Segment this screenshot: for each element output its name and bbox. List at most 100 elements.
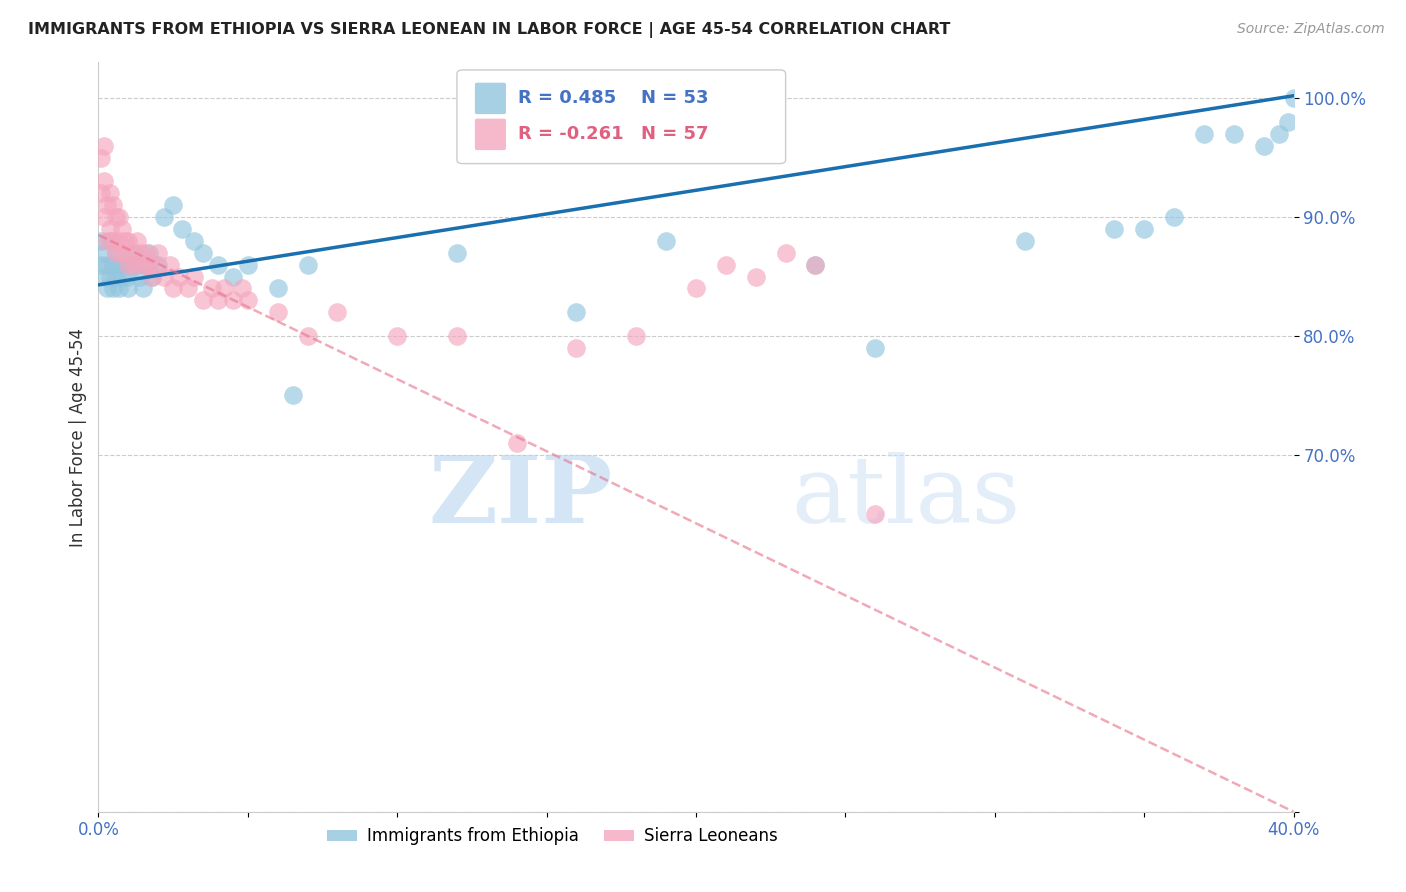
Point bbox=[108, 210, 131, 224]
Point bbox=[222, 269, 245, 284]
Point bbox=[385, 329, 409, 343]
Point bbox=[153, 269, 176, 284]
Point bbox=[105, 245, 128, 260]
Point bbox=[124, 258, 146, 272]
Point bbox=[565, 305, 588, 319]
Point bbox=[124, 245, 146, 260]
Y-axis label: In Labor Force | Age 45-54: In Labor Force | Age 45-54 bbox=[69, 327, 87, 547]
Point bbox=[1104, 222, 1126, 236]
Point bbox=[96, 281, 118, 295]
Point bbox=[98, 222, 122, 236]
Point bbox=[191, 293, 214, 308]
Point bbox=[129, 245, 152, 260]
Point bbox=[103, 198, 125, 212]
Point bbox=[135, 258, 157, 272]
Point bbox=[281, 388, 304, 402]
Point bbox=[1133, 222, 1156, 236]
Point bbox=[105, 269, 128, 284]
Point bbox=[153, 210, 176, 224]
Point bbox=[212, 281, 235, 295]
Point bbox=[93, 269, 115, 284]
Point bbox=[183, 269, 205, 284]
Point bbox=[148, 245, 170, 260]
Point bbox=[297, 258, 319, 272]
Point bbox=[129, 269, 152, 284]
Point bbox=[865, 508, 887, 522]
Text: N = 53: N = 53 bbox=[641, 89, 709, 107]
Point bbox=[655, 234, 678, 248]
Point bbox=[201, 281, 224, 295]
Point bbox=[98, 234, 122, 248]
Point bbox=[1277, 115, 1299, 129]
Text: IMMIGRANTS FROM ETHIOPIA VS SIERRA LEONEAN IN LABOR FORCE | AGE 45-54 CORRELATIO: IMMIGRANTS FROM ETHIOPIA VS SIERRA LEONE… bbox=[28, 22, 950, 38]
Point bbox=[143, 258, 166, 272]
Point bbox=[745, 269, 768, 284]
Point bbox=[231, 281, 253, 295]
Point bbox=[103, 258, 125, 272]
Point bbox=[207, 258, 229, 272]
Point bbox=[111, 269, 134, 284]
Point bbox=[132, 258, 155, 272]
FancyBboxPatch shape bbox=[457, 70, 786, 163]
Point bbox=[775, 245, 797, 260]
Point bbox=[132, 281, 155, 295]
Point bbox=[1223, 127, 1246, 141]
Text: atlas: atlas bbox=[792, 452, 1021, 542]
FancyBboxPatch shape bbox=[475, 119, 506, 150]
Point bbox=[446, 245, 468, 260]
Point bbox=[93, 138, 115, 153]
Text: R = 0.485: R = 0.485 bbox=[517, 89, 616, 107]
Text: N = 57: N = 57 bbox=[641, 126, 709, 144]
Point bbox=[1282, 91, 1305, 105]
Point bbox=[138, 245, 160, 260]
Point bbox=[111, 245, 134, 260]
Point bbox=[207, 293, 229, 308]
Point bbox=[93, 210, 115, 224]
Point bbox=[120, 245, 142, 260]
Point bbox=[685, 281, 707, 295]
Legend: Immigrants from Ethiopia, Sierra Leoneans: Immigrants from Ethiopia, Sierra Leonean… bbox=[321, 821, 785, 852]
Point bbox=[297, 329, 319, 343]
Point bbox=[108, 281, 131, 295]
Text: ZIP: ZIP bbox=[427, 452, 613, 542]
Point bbox=[98, 269, 122, 284]
Point bbox=[162, 281, 184, 295]
Point bbox=[1014, 234, 1036, 248]
Point bbox=[108, 234, 131, 248]
Point bbox=[96, 234, 118, 248]
Point bbox=[120, 258, 142, 272]
Point bbox=[172, 222, 194, 236]
Point bbox=[90, 258, 112, 272]
Point bbox=[191, 245, 214, 260]
FancyBboxPatch shape bbox=[475, 83, 506, 114]
Point bbox=[96, 258, 118, 272]
Point bbox=[162, 198, 184, 212]
Point bbox=[148, 258, 170, 272]
Point bbox=[103, 281, 125, 295]
Point bbox=[167, 269, 190, 284]
Point bbox=[565, 341, 588, 355]
Point bbox=[114, 258, 136, 272]
Point bbox=[90, 151, 112, 165]
Point bbox=[267, 281, 290, 295]
Point bbox=[135, 245, 157, 260]
Point bbox=[236, 293, 259, 308]
Point bbox=[96, 198, 118, 212]
Text: R = -0.261: R = -0.261 bbox=[517, 126, 623, 144]
Point bbox=[127, 234, 149, 248]
Point bbox=[1267, 127, 1289, 141]
Point bbox=[159, 258, 181, 272]
Point bbox=[865, 341, 887, 355]
Point bbox=[111, 222, 134, 236]
Point bbox=[117, 281, 139, 295]
Point bbox=[105, 210, 128, 224]
Point bbox=[105, 245, 128, 260]
Point bbox=[446, 329, 468, 343]
Point bbox=[93, 174, 115, 188]
Point bbox=[326, 305, 349, 319]
Point bbox=[1192, 127, 1215, 141]
Point bbox=[114, 234, 136, 248]
Point bbox=[117, 269, 139, 284]
Point bbox=[127, 258, 149, 272]
Point bbox=[804, 258, 827, 272]
